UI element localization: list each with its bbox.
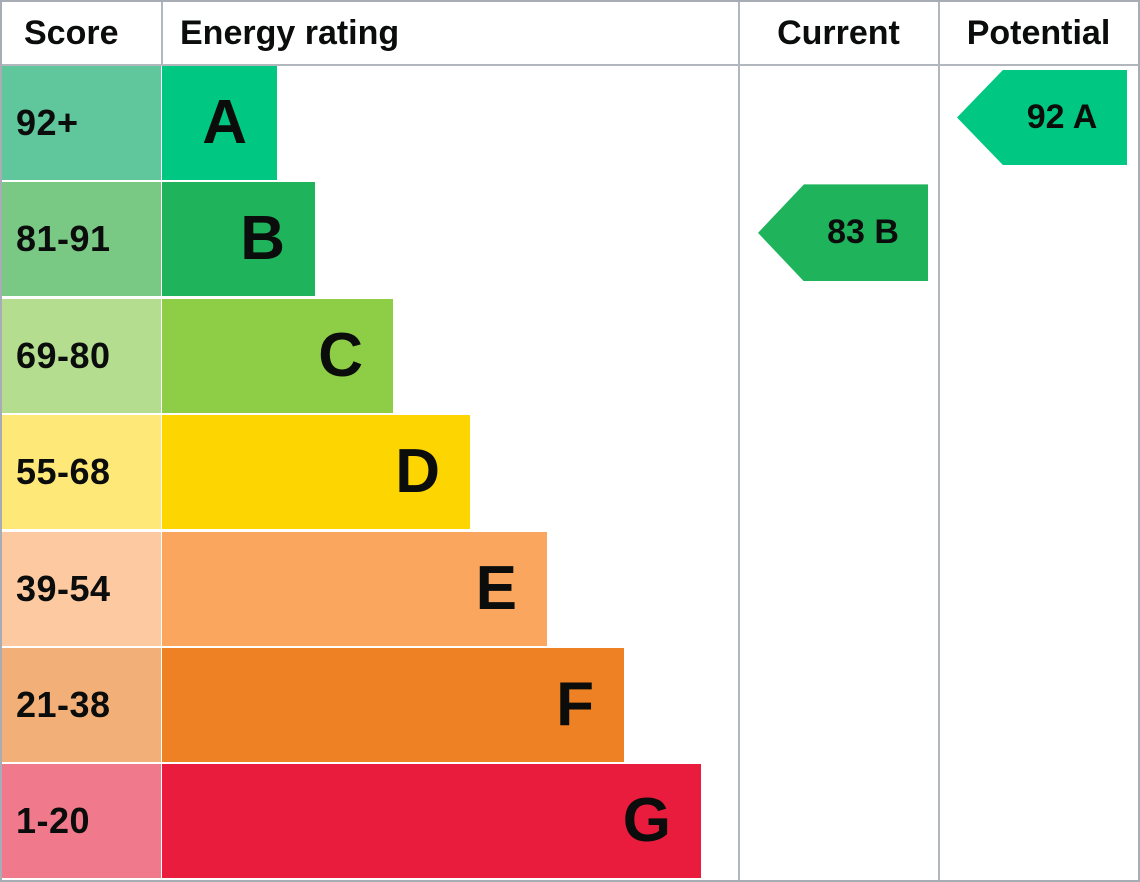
score-range-E: 39-54 [2, 531, 161, 646]
grade-bar-G: G [162, 764, 701, 879]
epc-row-A: 92+ A [2, 66, 738, 180]
header-energy-rating: Energy rating [180, 14, 400, 52]
grade-bar-D: D [162, 415, 470, 530]
potential-rating-label: 92 A [1026, 98, 1098, 136]
grade-bar-B: B [162, 182, 315, 297]
header-score: Score [24, 14, 119, 52]
potential-rating-arrow: 92 A [957, 70, 1127, 165]
score-range-C: 69-80 [2, 298, 161, 413]
grade-bar-C: C [162, 298, 393, 413]
score-column-divider [161, 2, 163, 64]
score-range-G: 1-20 [2, 764, 161, 879]
epc-row-F: 21-38 F [2, 648, 738, 762]
score-range-D: 55-68 [2, 415, 161, 530]
current-rating-label: 83 B [827, 213, 899, 252]
epc-row-D: 55-68 D [2, 415, 738, 530]
header-current: Current [777, 14, 900, 52]
grade-bar-A: A [162, 66, 277, 180]
potential-column-divider [938, 2, 940, 880]
epc-row-C: 69-80 C [2, 298, 738, 413]
current-column-divider [738, 2, 740, 880]
score-range-F: 21-38 [2, 648, 161, 762]
header-divider-line [2, 64, 1138, 66]
header-potential: Potential [966, 14, 1111, 52]
score-range-A: 92+ [2, 66, 161, 180]
epc-row-B: 81-91 B [2, 182, 738, 297]
grade-bar-F: F [162, 648, 624, 762]
epc-row-E: 39-54 E [2, 531, 738, 646]
current-rating-arrow: 83 B [758, 184, 928, 282]
grade-bar-E: E [162, 531, 547, 646]
score-range-B: 81-91 [2, 182, 161, 297]
epc-row-G: 1-20 G [2, 764, 738, 879]
